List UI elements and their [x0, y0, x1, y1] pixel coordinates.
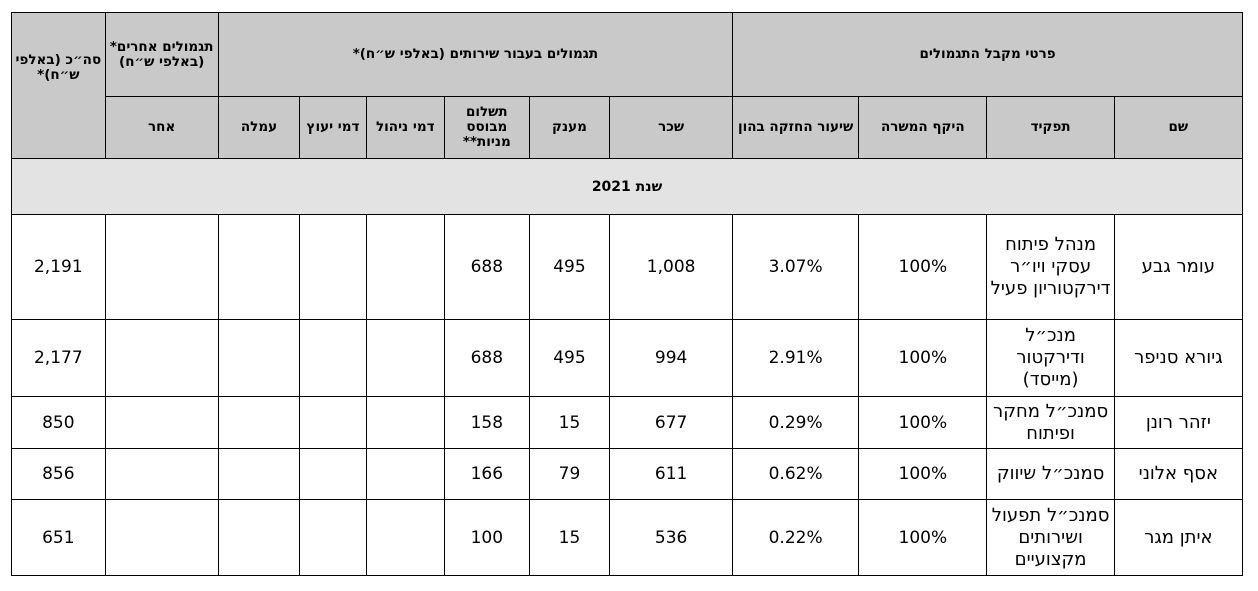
- header-management-fee: דמי ניהול: [365, 96, 445, 159]
- cell-consulting-fee: [299, 319, 367, 397]
- compensation-table: פרטי מקבל התגמולים תגמולים בעבור שירותים…: [11, 12, 1244, 576]
- cell-scope: 100%: [858, 396, 988, 449]
- cell-share-payment: 158: [443, 396, 530, 449]
- header-role: תפקיד: [986, 96, 1115, 159]
- header-other: אחר: [104, 96, 219, 159]
- cell-total: 651: [11, 499, 106, 576]
- cell-share-payment: 166: [443, 448, 530, 500]
- header-share-payment: תשלום מבוסס מניות**: [443, 96, 530, 159]
- header-commission: עמלה: [217, 96, 301, 159]
- cell-equity: 0.22%: [732, 499, 860, 576]
- cell-name: עומר גבע: [1113, 214, 1244, 320]
- cell-share-payment: 688: [443, 319, 530, 397]
- table-row: גיורא סניפר מנכ״ל ודירקטור (מייסד) 100% …: [11, 319, 1244, 397]
- cell-commission: [217, 448, 301, 500]
- cell-bonus: 495: [528, 214, 611, 320]
- cell-role: מנכ״ל ודירקטור (מייסד): [986, 319, 1115, 397]
- cell-bonus: 15: [528, 396, 611, 449]
- cell-salary: 611: [609, 448, 734, 500]
- cell-name: גיורא סניפר: [1113, 319, 1244, 397]
- cell-commission: [217, 214, 301, 320]
- cell-equity: 0.62%: [732, 448, 860, 500]
- header-equity: שיעור החזקה בהון: [732, 96, 860, 159]
- header-row-group: פרטי מקבל התגמולים תגמולים בעבור שירותים…: [11, 12, 1243, 159]
- cell-role: סמנכ״ל תפעול ושירותים מקצועיים: [986, 499, 1115, 576]
- table-row: עומר גבע מנהל פיתוח עסקי ויו״ר דירקטוריו…: [11, 214, 1244, 320]
- cell-role: מנהל פיתוח עסקי ויו״ר דירקטוריון פעיל: [986, 214, 1115, 320]
- cell-management-fee: [365, 214, 445, 320]
- header-scope: היקף המשרה: [858, 96, 988, 159]
- cell-salary: 536: [609, 499, 734, 576]
- cell-share-payment: 100: [443, 499, 530, 576]
- cell-name: אסף אלוני: [1113, 448, 1244, 500]
- cell-name: איתן מגר: [1113, 499, 1244, 576]
- cell-total: 2,177: [11, 319, 106, 397]
- cell-name: יזהר רונן: [1113, 396, 1244, 449]
- cell-other: [104, 499, 219, 576]
- cell-other: [104, 319, 219, 397]
- cell-total: 856: [11, 448, 106, 500]
- header-salary: שכר: [609, 96, 734, 159]
- header-row-columns: שם תפקיד היקף המשרה שיעור החזקה בהון שכר…: [12, 96, 1244, 159]
- header-consulting-fee: דמי יעוץ: [299, 96, 367, 159]
- cell-scope: 100%: [858, 319, 988, 397]
- cell-salary: 994: [609, 319, 734, 397]
- header-recipient-details: פרטי מקבל התגמולים: [732, 12, 1243, 97]
- cell-salary: 677: [609, 396, 734, 449]
- header-name: שם: [1113, 96, 1244, 159]
- cell-commission: [217, 396, 301, 449]
- cell-consulting-fee: [299, 499, 367, 576]
- cell-commission: [217, 319, 301, 397]
- table-row: איתן מגר סמנכ״ל תפעול ושירותים מקצועיים …: [11, 499, 1244, 576]
- cell-total: 2,191: [11, 214, 106, 320]
- cell-equity: 2.91%: [732, 319, 860, 397]
- cell-equity: 3.07%: [732, 214, 860, 320]
- cell-role: סמנכ״ל שיווק: [986, 448, 1115, 500]
- cell-scope: 100%: [858, 499, 988, 576]
- cell-bonus: 79: [528, 448, 611, 500]
- header-services-compensation: תגמולים בעבור שירותים (באלפי ש״ח)*: [217, 12, 734, 97]
- cell-salary: 1,008: [609, 214, 734, 320]
- cell-scope: 100%: [858, 214, 988, 320]
- cell-other: [104, 214, 219, 320]
- cell-management-fee: [365, 448, 445, 500]
- cell-management-fee: [365, 396, 445, 449]
- cell-other: [104, 448, 219, 500]
- cell-other: [104, 396, 219, 449]
- cell-role: סמנכ״ל מחקר ופיתוח: [986, 396, 1115, 449]
- cell-management-fee: [365, 499, 445, 576]
- year-label: שנת 2021: [11, 158, 1243, 215]
- cell-consulting-fee: [299, 214, 367, 320]
- cell-management-fee: [365, 319, 445, 397]
- header-total: סה״כ (באלפי ש״ח)*: [11, 12, 106, 159]
- cell-share-payment: 688: [443, 214, 530, 320]
- cell-consulting-fee: [299, 448, 367, 500]
- header-bonus: מענק: [528, 96, 611, 159]
- cell-bonus: 15: [528, 499, 611, 576]
- cell-equity: 0.29%: [732, 396, 860, 449]
- cell-bonus: 495: [528, 319, 611, 397]
- header-other-compensation: תגמולים אחרים* (באלפי ש״ח): [104, 12, 219, 97]
- year-row: שנת 2021: [11, 158, 1243, 215]
- table-row: אסף אלוני סמנכ״ל שיווק 100% 0.62% 611 79…: [11, 448, 1244, 500]
- cell-commission: [217, 499, 301, 576]
- cell-total: 850: [11, 396, 106, 449]
- cell-consulting-fee: [299, 396, 367, 449]
- table-row: יזהר רונן סמנכ״ל מחקר ופיתוח 100% 0.29% …: [11, 396, 1244, 449]
- cell-scope: 100%: [858, 448, 988, 500]
